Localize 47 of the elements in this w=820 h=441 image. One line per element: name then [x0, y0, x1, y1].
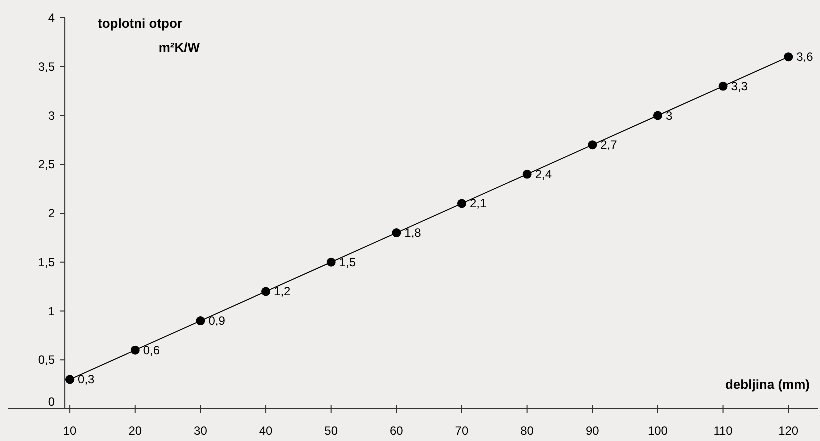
x-tick-label: 60 — [390, 424, 404, 438]
data-label: 1,5 — [339, 255, 356, 270]
point — [718, 82, 728, 91]
data-label: 0,3 — [78, 372, 96, 387]
x-tick-label: 80 — [520, 424, 534, 438]
x-tick-label: 110 — [714, 424, 734, 438]
data-label: 0,9 — [208, 314, 226, 328]
point — [196, 316, 206, 326]
x-tick-label: 10 — [63, 424, 78, 438]
data-label: 1,8 — [404, 226, 422, 240]
data-label: 3,6 — [796, 50, 814, 64]
y-tick-label: 2 — [48, 206, 56, 220]
y-tick-label: 2,5 — [38, 158, 56, 172]
y-axis-title: toplotni otpor m²K/W — [98, 16, 201, 55]
point — [784, 52, 794, 62]
y-tick-label: 3,5 — [38, 60, 56, 74]
x-tick-label: 120 — [778, 424, 799, 438]
x-tick-label: 30 — [194, 424, 208, 438]
y-tick-label: 1,5 — [38, 255, 56, 270]
point — [392, 228, 402, 238]
data-label: 2,1 — [470, 196, 487, 211]
x-tick-label: 40 — [259, 424, 274, 438]
x-tick-label: 50 — [324, 424, 338, 438]
y-tick-label: 3 — [48, 108, 56, 123]
x-tick-label: 20 — [128, 424, 142, 438]
point — [653, 111, 662, 120]
point — [66, 375, 75, 384]
point — [522, 170, 532, 179]
point — [262, 287, 271, 296]
y-tick-label: 0 — [48, 395, 56, 409]
x-tick-label: 90 — [586, 424, 600, 438]
y-tick-label: 0,5 — [38, 353, 56, 368]
data-label: 3,3 — [731, 79, 748, 94]
data-label: 0,6 — [143, 343, 160, 358]
data-label: 3 — [666, 108, 673, 123]
x-tick-label: 70 — [455, 424, 469, 438]
point — [130, 346, 140, 355]
x-tick-label: 100 — [648, 424, 668, 438]
point — [588, 140, 598, 150]
data-label: 2,7 — [600, 138, 618, 152]
point — [457, 199, 466, 208]
data-label: 1,2 — [274, 284, 292, 299]
y-tick-label: 1 — [48, 304, 56, 318]
point — [326, 258, 336, 267]
y-tick-label: 4 — [48, 11, 56, 25]
x-axis-title: debljina (mm) — [725, 377, 810, 392]
data-label: 2,4 — [535, 167, 552, 182]
